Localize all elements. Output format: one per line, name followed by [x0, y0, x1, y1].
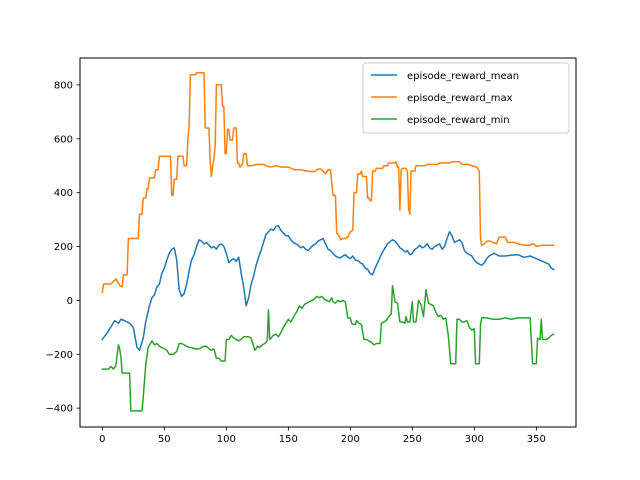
x-tick-label: 0: [99, 434, 105, 445]
x-tick-label: 350: [527, 434, 546, 445]
legend-label-episode-reward-min: episode_reward_min: [407, 115, 510, 126]
x-tick-label: 300: [465, 434, 484, 445]
x-tick-label: 150: [279, 434, 298, 445]
y-tick-label: −400: [46, 404, 73, 415]
y-tick-label: −200: [46, 350, 73, 361]
x-axis: 0 50 100 150 200 250 300 350: [99, 427, 546, 445]
y-tick-label: 400: [54, 188, 73, 199]
y-axis: −400 −200 0 200 400 600 800: [46, 80, 80, 415]
series-line-episode-reward-min: [101, 284, 555, 412]
y-tick-label: 600: [54, 134, 73, 145]
y-tick-label: 200: [54, 242, 73, 253]
axes-frame: [79, 57, 577, 428]
y-tick-label: 0: [67, 296, 73, 307]
x-tick-label: 100: [217, 434, 236, 445]
series-line-episode-reward-mean: [101, 224, 555, 351]
series-line-episode-reward-max: [101, 72, 555, 294]
legend-box: [362, 62, 570, 134]
legend-label-episode-reward-mean: episode_reward_mean: [407, 71, 519, 82]
x-tick-label: 50: [158, 434, 171, 445]
legend: episode_reward_mean episode_reward_maxepi…: [362, 62, 570, 134]
plot-lines: [101, 72, 555, 412]
legend-label-episode-reward-max: episode_reward_max: [407, 93, 513, 104]
x-tick-label: 200: [341, 434, 360, 445]
x-tick-label: 250: [403, 434, 422, 445]
y-tick-label: 800: [54, 80, 73, 91]
